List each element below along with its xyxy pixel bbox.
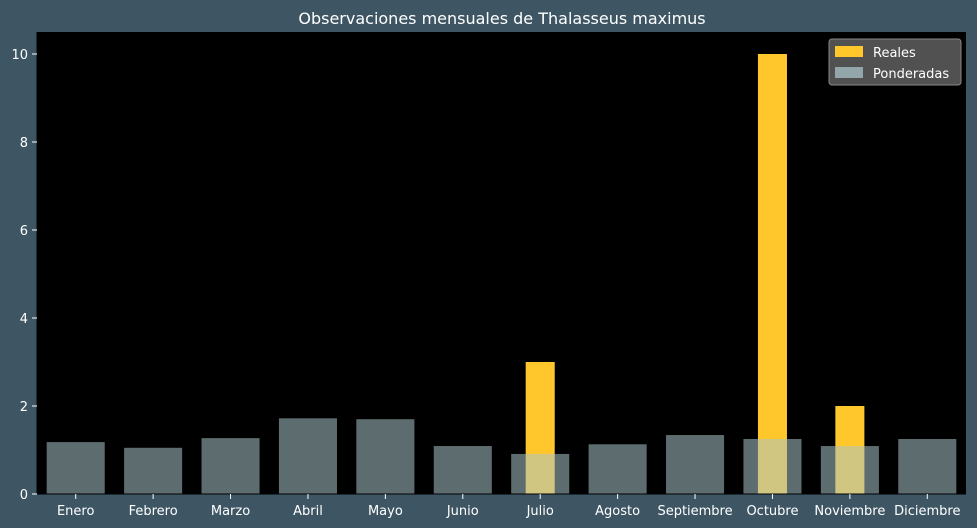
- bar-ponderadas-mayo: [356, 419, 415, 494]
- legend-label-reales: Reales: [873, 46, 916, 61]
- bar-ponderadas-diciembre: [898, 439, 957, 494]
- y-tick-label: 8: [20, 136, 28, 151]
- bar-ponderadas-enero: [46, 442, 105, 494]
- bar-ponderadas-julio: [511, 453, 570, 494]
- y-axis-ticks: 0 2 4 6 8 10: [11, 48, 37, 503]
- x-tick-label: Junio: [446, 504, 479, 519]
- plot-area: [37, 32, 966, 494]
- bars-reales: [525, 54, 865, 494]
- x-tick-label: Agosto: [595, 504, 640, 519]
- y-tick-label: 0: [20, 488, 28, 503]
- bar-ponderadas-abril: [278, 418, 337, 494]
- bar-ponderadas-junio: [433, 446, 492, 494]
- bars-ponderadas: [46, 418, 957, 494]
- bar-ponderadas-marzo: [201, 438, 260, 494]
- legend: Reales Ponderadas: [828, 38, 962, 86]
- x-axis-ticks: Enero Febrero Marzo Abril Mayo Junio Julio Agos…: [57, 494, 960, 519]
- x-tick-label: Febrero: [129, 504, 178, 519]
- bar-ponderadas-agosto: [588, 444, 647, 494]
- bar-ponderadas-febrero: [124, 447, 183, 494]
- y-tick-label: 6: [20, 224, 28, 239]
- x-tick-label: Octubre: [746, 504, 798, 519]
- bar-reales-octubre: [757, 54, 787, 494]
- x-tick-label: Septiembre: [657, 504, 732, 519]
- y-tick-label: 4: [20, 312, 28, 327]
- bar-ponderadas-noviembre: [820, 446, 879, 494]
- bar-ponderadas-septiembre: [666, 435, 725, 494]
- legend-swatch-reales: [835, 46, 863, 57]
- y-tick-label: 2: [20, 400, 28, 415]
- x-tick-label: Julio: [526, 504, 554, 519]
- x-tick-label: Marzo: [211, 504, 250, 519]
- y-tick-label: 10: [11, 48, 28, 63]
- legend-label-ponderadas: Ponderadas: [873, 67, 949, 82]
- x-tick-label: Enero: [57, 504, 95, 519]
- bar-ponderadas-octubre: [743, 439, 802, 494]
- x-tick-label: Noviembre: [814, 504, 885, 519]
- legend-swatch-ponderadas: [835, 67, 863, 78]
- x-tick-label: Mayo: [368, 504, 403, 519]
- x-tick-label: Diciembre: [894, 504, 960, 519]
- x-tick-label: Abril: [293, 504, 323, 519]
- chart-title: Observaciones mensuales de Thalasseus ma…: [298, 9, 705, 28]
